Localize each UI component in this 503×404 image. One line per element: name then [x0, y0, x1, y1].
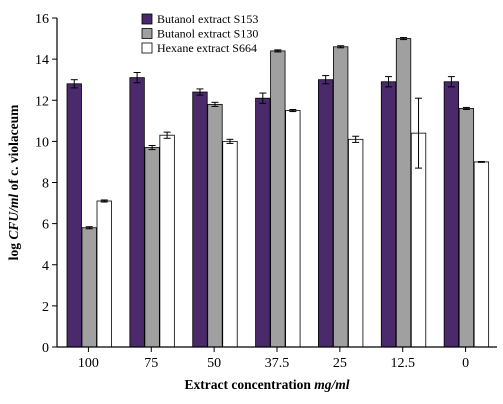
error-bar-hexane-extract-s664-75	[163, 131, 171, 139]
error-bar-butanol-extract-s153-37-5	[259, 92, 267, 104]
error-bar-hexane-extract-s664-0	[477, 161, 485, 163]
y-ticks: 0 2 4 6 8 10 12 14 16	[35, 12, 57, 356]
y-tick-label: 0	[42, 341, 49, 356]
error-bar-hexane-extract-s664-100	[100, 199, 108, 203]
bar-butanol-extract-s130-37-5	[270, 50, 286, 348]
error-bar-butanol-extract-s153-50	[196, 88, 204, 96]
y-tick-label: 16	[35, 12, 49, 27]
y-axis-title: log CFU/ml of c. violaceum	[6, 104, 21, 260]
bar-hexane-extract-s664-75	[159, 134, 175, 348]
legend-label-s664: Hexane extract S664	[157, 41, 257, 55]
y-title-suffix: of c. violaceum	[6, 104, 21, 194]
x-tick-label: 0	[462, 356, 469, 371]
bar-butanol-extract-s153-12-5	[380, 81, 397, 348]
bar-butanol-extract-s130-75	[144, 147, 160, 348]
y-title-prefix: log	[6, 240, 21, 261]
y-tick-label: 10	[35, 135, 49, 150]
legend-swatch-s130	[141, 28, 153, 39]
bar-butanol-extract-s130-0	[458, 108, 475, 348]
x-tick-label: 50	[207, 356, 221, 371]
bar-butanol-extract-s130-12-5	[395, 38, 412, 348]
error-bar-butanol-extract-s130-50	[211, 101, 219, 107]
bar-butanol-extract-s153-37-5	[255, 97, 271, 348]
legend-swatch-s153	[141, 13, 153, 25]
bar-butanol-extract-s130-100	[81, 227, 97, 348]
bar-hexane-extract-s664-50	[222, 140, 238, 348]
x-tick-label: 37.5	[265, 356, 290, 371]
y-tick-label: 8	[42, 177, 49, 192]
x-tick-label: 100	[78, 356, 99, 371]
bar-hexane-extract-s664-0	[473, 161, 490, 348]
legend-item-s130: Butanol extract S130	[141, 27, 258, 41]
error-bar-butanol-extract-s130-75	[148, 144, 156, 151]
x-ticks: 100 75 50 37.5 25 12.5 0	[78, 347, 469, 371]
error-bar-butanol-extract-s130-0	[462, 106, 470, 111]
error-bar-hexane-extract-s664-50	[226, 138, 234, 144]
bar-hexane-extract-s664-37-5	[285, 110, 301, 348]
x-tick-label: 75	[144, 356, 158, 371]
error-bar-butanol-extract-s153-25	[322, 75, 330, 85]
bar-butanol-extract-s153-25	[318, 79, 334, 348]
x-title-unit: mg/ml	[314, 377, 350, 392]
x-tick-label: 25	[333, 356, 347, 371]
y-tick-label: 4	[42, 259, 49, 274]
error-bar-hexane-extract-s664-37-5	[289, 109, 297, 113]
legend-label-s130: Butanol extract S130	[157, 27, 258, 41]
bar-butanol-extract-s130-50	[207, 103, 223, 348]
bar-hexane-extract-s664-100	[96, 200, 112, 348]
error-bar-hexane-extract-s664-25	[352, 135, 360, 143]
bar-butanol-extract-s153-50	[192, 91, 208, 348]
x-title-prefix: Extract concentration	[185, 377, 315, 392]
error-bar-butanol-extract-s130-12-5	[400, 37, 408, 41]
legend-item-s153: Butanol extract S153	[141, 12, 258, 26]
y-title-unit: CFU/ml	[6, 194, 21, 240]
error-bar-butanol-extract-s153-12-5	[385, 76, 393, 88]
legend-swatch-s664	[141, 42, 153, 54]
error-bar-butanol-extract-s130-37-5	[274, 49, 282, 53]
error-bar-butanol-extract-s130-100	[85, 226, 93, 230]
x-tick-label: 12.5	[390, 356, 415, 371]
bar-butanol-extract-s153-75	[129, 77, 145, 348]
bar-butanol-extract-s130-25	[333, 46, 349, 348]
y-tick-label: 14	[35, 53, 49, 68]
error-bar-butanol-extract-s153-75	[133, 71, 141, 84]
error-bar-butanol-extract-s153-0	[447, 76, 455, 88]
legend-label-s153: Butanol extract S153	[157, 12, 258, 26]
bars-layer	[66, 37, 490, 348]
legend: Butanol extract S153 Butanol extract S13…	[141, 12, 258, 55]
y-tick-label: 2	[42, 300, 49, 315]
x-axis-title: Extract concentration mg/ml	[185, 377, 350, 392]
bar-butanol-extract-s153-0	[443, 81, 460, 348]
error-bar-butanol-extract-s153-100	[70, 79, 78, 89]
error-bar-butanol-extract-s130-25	[337, 45, 345, 49]
y-tick-label: 6	[42, 218, 49, 233]
bar-butanol-extract-s153-100	[66, 83, 82, 348]
bar-hexane-extract-s664-25	[348, 138, 364, 348]
error-bar-hexane-extract-s664-12-5	[415, 97, 423, 169]
legend-item-s664: Hexane extract S664	[141, 41, 257, 55]
y-tick-label: 12	[35, 94, 49, 109]
